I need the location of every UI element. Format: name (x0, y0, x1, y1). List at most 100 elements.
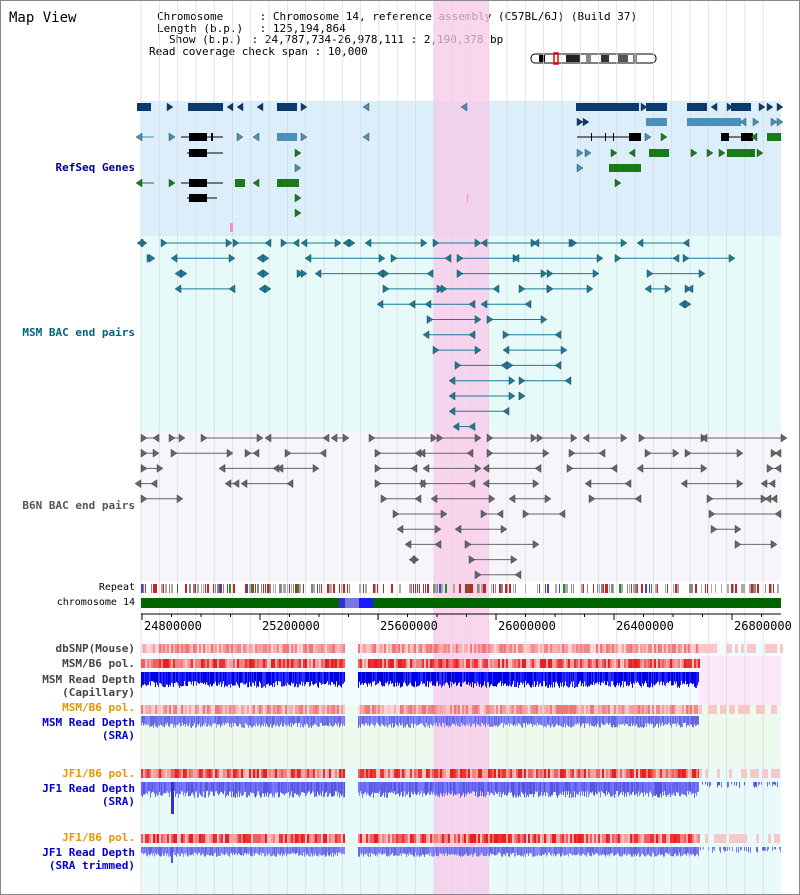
msm-bac-pair-end (728, 253, 736, 263)
msm-capillary-depth-bar (175, 672, 176, 683)
jf1-trim-depth-bar (775, 847, 776, 850)
jf1-sra-depth-bar (451, 782, 452, 795)
jf1-b6-pol2-label[interactable]: JF1/B6 pol. (62, 831, 135, 844)
selected-region-highlight[interactable] (434, 1, 489, 894)
jf1-sra-depth-bar (508, 782, 509, 793)
jf1-trim-depth-bar (698, 847, 699, 857)
jf1-sra-depth-bar (364, 782, 365, 794)
heat-cell (462, 644, 464, 653)
heat-cell (432, 834, 434, 843)
msm-bac-track-label[interactable]: MSM BAC end pairs (22, 326, 135, 339)
jf1-depth-trim-label[interactable]: JF1 Read Depth (SRA trimmed) (42, 846, 135, 872)
msm-sra-depth-bar (213, 716, 214, 724)
msm-capillary-depth-bar (370, 672, 371, 683)
show-label: Show (b.p.) (169, 33, 242, 46)
jf1-b6-pol-label[interactable]: JF1/B6 pol. (62, 767, 135, 780)
msm-bac-pair-end (564, 376, 572, 386)
msm-sra-depth-bar (141, 716, 142, 726)
msm-sra-depth-bar (376, 716, 377, 723)
msm-capillary-depth-bar (303, 672, 304, 683)
heat-cell (680, 644, 682, 653)
repeat-element (169, 584, 170, 593)
heat-cell (490, 769, 492, 778)
msm-depth-sra-label[interactable]: MSM Read Depth (SRA) (42, 716, 135, 742)
heat-cell (524, 834, 526, 843)
heat-cell (500, 705, 502, 714)
heat-cell (620, 659, 622, 668)
heat-cell (664, 834, 666, 843)
heat-cell (464, 644, 466, 653)
jf1-sra-depth-bar (548, 782, 549, 798)
refseq-genes-track[interactable] (135, 102, 784, 232)
heat-cell (504, 705, 506, 714)
polymorphism-heat-tracks[interactable] (141, 644, 783, 843)
repeat-element (689, 584, 691, 593)
repeat-track[interactable] (141, 584, 779, 593)
heat-cell (197, 705, 199, 714)
msm-capillary-depth-bar (681, 672, 682, 681)
msm-sra-depth-bar (230, 716, 231, 725)
msm-sra-depth-bar (188, 716, 189, 727)
msm-sra-depth-bar (342, 716, 343, 727)
heat-cell (165, 644, 167, 653)
jf1-depth-sra-label[interactable]: JF1 Read Depth (SRA) (42, 782, 135, 808)
heat-cell (394, 705, 396, 714)
jf1-trim-depth-bar (362, 847, 363, 854)
jf1-trim-depth-bar (574, 847, 575, 855)
msm-sra-depth-bar (242, 716, 243, 728)
msm-sra-depth-bar (594, 716, 595, 727)
jf1-sra-depth-bar (271, 782, 272, 794)
msm-capillary-depth-bar (615, 672, 616, 688)
jf1-sra-depth-bar (408, 782, 409, 792)
refseq-track-label[interactable]: RefSeq Genes (55, 161, 135, 174)
msm-sra-depth-bar (210, 716, 211, 726)
repeat-element (477, 584, 479, 593)
msm-sra-depth-bar (237, 716, 238, 727)
msm-bac-track[interactable] (136, 238, 736, 431)
heat-cell (452, 769, 454, 778)
msm-capillary-depth-bar (182, 672, 183, 687)
jf1-sra-depth-bar (489, 782, 490, 796)
msm-sra-depth-bar (508, 716, 509, 724)
jf1-sra-depth-bar (233, 782, 234, 798)
heat-cell (325, 644, 327, 653)
msm-capillary-depth-bar (233, 672, 234, 686)
jf1-trim-depth-bar (499, 847, 500, 853)
dbsnp-track-label[interactable]: dbSNP(Mouse) (55, 642, 135, 655)
jf1-trim-depth-bar (438, 847, 439, 857)
jf1-trim-depth-bar (470, 847, 471, 856)
msm-depth-capillary-label[interactable]: MSM Read Depth (Capillary) (42, 673, 135, 699)
msm-sra-depth-bar (211, 716, 212, 728)
jf1-sra-depth-bar (240, 782, 241, 794)
jf1-trim-depth-bar (655, 847, 656, 857)
repeat-element (573, 584, 574, 593)
heat-cell (570, 644, 572, 653)
jf1-sra-depth-bar (603, 782, 604, 793)
msm-capillary-depth-bar (312, 672, 313, 684)
repeat-element (613, 584, 614, 593)
heat-cell (474, 644, 476, 653)
chromosome-bar[interactable] (141, 598, 781, 608)
strand-arrow (710, 102, 718, 112)
jf1-sra-depth-bar (581, 782, 582, 792)
heat-cell (231, 659, 233, 668)
b6n-bac-track-label[interactable]: B6N BAC end pairs (22, 499, 135, 512)
jf1-trim-depth-bar (420, 847, 421, 856)
msm-b6-pol2-label[interactable]: MSM/B6 pol. (62, 701, 135, 714)
chromosome-ideogram[interactable] (530, 52, 657, 65)
msm-capillary-depth-bar (152, 672, 153, 682)
msm-sra-depth-bar (631, 716, 632, 723)
msm-b6-pol-label[interactable]: MSM/B6 pol. (62, 657, 135, 670)
read-depth-tracks[interactable] (141, 672, 781, 863)
jf1-trim-depth-bar (683, 847, 684, 855)
heat-cell (604, 834, 606, 843)
heat-cell (536, 659, 538, 668)
jf1-sra-depth-bar (731, 782, 732, 785)
b6n-bac-track[interactable] (134, 433, 788, 580)
jf1-trim-depth-bar (453, 847, 454, 855)
msm-capillary-depth-bar (490, 672, 491, 686)
heat-cell (267, 769, 269, 778)
heat-cell (327, 834, 329, 843)
jf1-trim-depth-bar (398, 847, 399, 856)
